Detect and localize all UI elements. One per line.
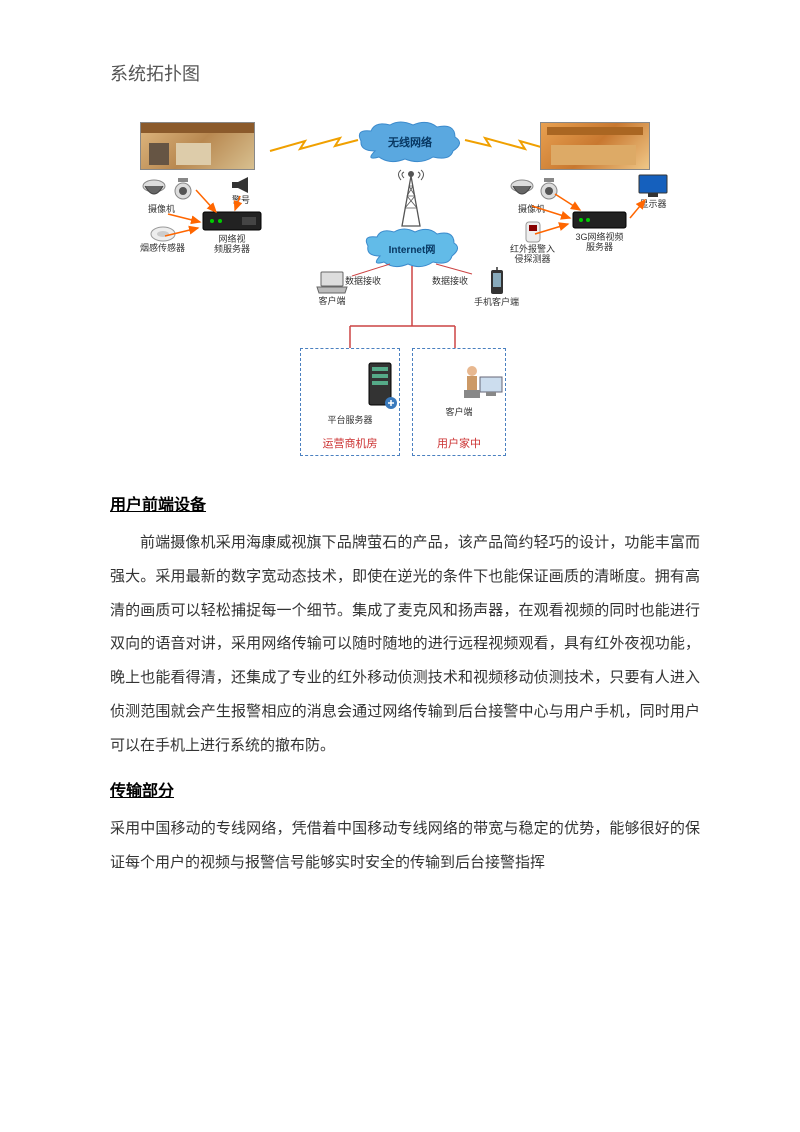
operator-room-label: 运营商机房 (301, 435, 399, 451)
operator-room-box: 平台服务器 运营商机房 (300, 348, 400, 456)
section-heading-2: 传输部分 (110, 777, 700, 801)
section-body-2: 采用中国移动的专线网络，凭借着中国移动专线网络的带宽与稳定的优势，能够很好的保证… (110, 813, 700, 881)
cloud-wireless-label: 无线网络 (388, 134, 432, 150)
topology-diagram: 无线网络 Internet网 摄像机 烟感传感器 (140, 116, 670, 466)
user-home-label: 用户家中 (413, 435, 505, 451)
platform-server-label: 平台服务器 (301, 413, 399, 426)
section-body-1: 前端摄像机采用海康威视旗下品牌萤石的产品，该产品简约轻巧的设计，功能丰富而强大。… (110, 527, 700, 763)
red-lines (140, 116, 670, 466)
user-home-box: 客户端 用户家中 (412, 348, 506, 456)
section-heading-1: 用户前端设备 (110, 491, 700, 515)
home-client-icon (437, 361, 529, 409)
cloud-internet-label: Internet网 (389, 241, 436, 256)
home-client-label: 客户端 (413, 405, 505, 418)
document-title: 系统拓扑图 (110, 60, 700, 86)
